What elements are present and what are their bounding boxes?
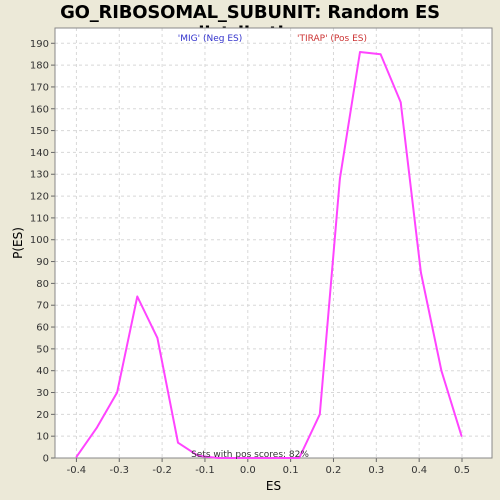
plot-area (55, 28, 492, 458)
data-point (339, 177, 341, 180)
data-point (440, 369, 443, 372)
y-tick-label: 160 (30, 104, 49, 115)
y-tick-label: 70 (36, 301, 49, 312)
x-axis-label: ES (266, 479, 281, 493)
y-tick-label: 170 (30, 82, 49, 93)
y-tick-label: 180 (30, 61, 49, 72)
y-tick-label: 110 (30, 213, 49, 224)
data-point (298, 457, 301, 459)
x-tick-label: 0.4 (411, 465, 427, 476)
data-point (399, 101, 402, 104)
legend-item: 'MIG' (Neg ES) (178, 34, 242, 44)
data-point (379, 53, 382, 55)
x-tick-label: 0.1 (283, 465, 299, 476)
x-tick-label: -0.4 (67, 465, 87, 476)
x-tick-label: -0.2 (152, 465, 172, 476)
data-point (237, 457, 240, 459)
axes: 0 10 20 30 40 50 60 70 80 90 100 110 120 130 140 150 160… (30, 27, 493, 476)
data-point (136, 295, 139, 298)
y-tick-label: 20 (36, 410, 49, 421)
y-tick-label: 0 (43, 454, 49, 465)
data-point (318, 413, 321, 416)
x-tick-label: 0.0 (240, 465, 256, 476)
legend: 'MIG' (Neg ES) 'TIRAP' (Pos ES) (178, 34, 367, 44)
y-tick-label: 120 (30, 192, 49, 203)
x-tick-label: 0.5 (454, 465, 470, 476)
y-tick-label: 10 (36, 432, 49, 443)
y-axis-label: P(ES) (11, 227, 25, 259)
x-tick-label: 0.2 (326, 465, 342, 476)
y-tick-label: 150 (30, 126, 49, 137)
data-point (75, 456, 78, 458)
x-tick-label: -0.1 (195, 465, 215, 476)
data-point (258, 457, 260, 459)
data-point (460, 435, 463, 437)
y-tick-label: 60 (36, 323, 49, 334)
data-point (197, 455, 199, 457)
data-point (116, 391, 118, 394)
y-tick-label: 90 (36, 257, 49, 268)
grid-lines (55, 28, 492, 459)
y-tick-label: 40 (36, 366, 49, 377)
series-line (75, 51, 463, 459)
data-point (96, 426, 98, 429)
x-tick-label: -0.3 (110, 465, 130, 476)
y-tick-label: 100 (30, 235, 49, 246)
y-tick-label: 190 (30, 39, 49, 50)
y-tick-label: 140 (30, 148, 49, 159)
data-point (420, 271, 422, 274)
data-point (217, 457, 220, 459)
y-tick-label: 50 (36, 344, 49, 355)
y-tick-label: 80 (36, 279, 49, 290)
x-tick-label: 0.3 (368, 465, 384, 476)
data-point (359, 51, 361, 53)
annotation-text: Sets with pos scores: 82% (191, 450, 309, 460)
data-point (177, 441, 179, 444)
legend-item: 'TIRAP' (Pos ES) (297, 34, 367, 44)
data-point (278, 457, 280, 459)
data-point (156, 337, 159, 339)
y-tick-label: 30 (36, 388, 49, 399)
series-group (75, 51, 463, 459)
y-tick-label: 130 (30, 170, 49, 181)
